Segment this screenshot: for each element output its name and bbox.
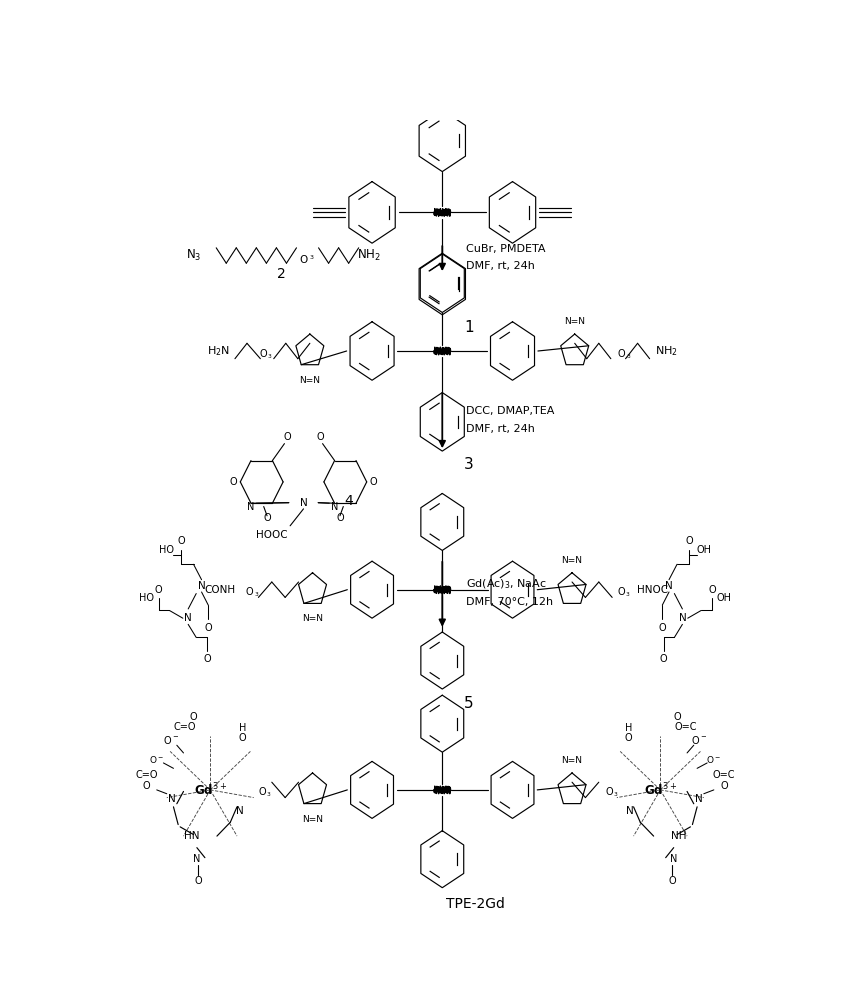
Text: O: O <box>660 654 667 664</box>
Text: O: O <box>606 787 614 797</box>
Text: $_{3}$: $_{3}$ <box>267 352 273 361</box>
Text: C=O: C=O <box>173 722 196 732</box>
Text: N=N: N=N <box>302 614 323 623</box>
Text: $_{3}$: $_{3}$ <box>267 790 272 799</box>
Text: 1: 1 <box>464 320 474 335</box>
Text: O: O <box>337 513 343 523</box>
Text: O$^-$: O$^-$ <box>706 754 721 765</box>
Text: O: O <box>720 781 728 791</box>
Text: H: H <box>625 723 632 733</box>
Text: $_{3}$: $_{3}$ <box>614 790 619 799</box>
Text: N=N: N=N <box>302 815 323 824</box>
Text: O: O <box>178 536 186 546</box>
Text: O$^-$: O$^-$ <box>149 754 164 765</box>
Text: HO: HO <box>139 593 154 603</box>
Text: O=C: O=C <box>713 770 735 780</box>
Text: N: N <box>193 854 200 864</box>
Text: O: O <box>669 876 677 886</box>
Text: CONH: CONH <box>204 585 236 595</box>
Text: DMF, rt, 24h: DMF, rt, 24h <box>466 424 534 434</box>
Text: 5: 5 <box>464 696 474 711</box>
Text: O: O <box>673 712 681 722</box>
Text: 3: 3 <box>464 457 474 472</box>
Text: O$^-$: O$^-$ <box>691 734 707 746</box>
Text: N: N <box>248 502 255 512</box>
Text: HO: HO <box>160 545 174 555</box>
Text: O: O <box>263 513 271 523</box>
Text: O: O <box>203 654 211 664</box>
Text: N=N: N=N <box>564 317 585 326</box>
Text: 4: 4 <box>344 494 353 508</box>
Text: N: N <box>198 581 205 591</box>
Text: O: O <box>617 587 625 597</box>
Text: O: O <box>259 787 267 797</box>
Text: HN: HN <box>184 831 199 841</box>
Text: HNOC: HNOC <box>637 585 668 595</box>
Text: O: O <box>259 349 267 359</box>
Text: O: O <box>618 349 626 359</box>
Text: N: N <box>185 613 192 623</box>
Text: NH: NH <box>671 831 687 841</box>
Text: O: O <box>155 585 162 595</box>
Text: $_{3}$: $_{3}$ <box>254 590 259 599</box>
Text: O: O <box>194 876 202 886</box>
Text: N=N: N=N <box>299 376 320 385</box>
Text: O: O <box>685 536 693 546</box>
Text: OH: OH <box>696 545 711 555</box>
Text: O: O <box>238 733 246 743</box>
Text: DMF, rt, 24h: DMF, rt, 24h <box>466 261 534 271</box>
Text: $_{3}$: $_{3}$ <box>625 590 630 599</box>
Text: N: N <box>670 854 677 864</box>
Text: N: N <box>696 794 703 804</box>
Text: O$^-$: O$^-$ <box>163 734 180 746</box>
Text: $\mathregular{NH_2}$: $\mathregular{NH_2}$ <box>356 248 381 263</box>
Text: $\mathregular{NH_2}$: $\mathregular{NH_2}$ <box>655 344 677 358</box>
Text: DMF, 70°C, 12h: DMF, 70°C, 12h <box>466 597 553 607</box>
Text: O: O <box>143 781 150 791</box>
Text: $\mathregular{N_3}$: $\mathregular{N_3}$ <box>186 248 201 263</box>
Text: HOOC: HOOC <box>255 530 287 540</box>
Text: O: O <box>658 623 666 633</box>
Text: N: N <box>299 498 307 508</box>
Text: N: N <box>678 613 686 623</box>
Text: Gd$^{3+}$: Gd$^{3+}$ <box>194 782 227 798</box>
Text: O: O <box>246 587 254 597</box>
Text: N: N <box>331 502 338 512</box>
Text: H: H <box>239 723 246 733</box>
Text: O: O <box>316 432 324 442</box>
Text: Gd(Ac)$_3$, NaAc: Gd(Ac)$_3$, NaAc <box>466 578 546 591</box>
Text: C=O: C=O <box>135 770 158 780</box>
Text: O: O <box>205 623 212 633</box>
Text: Gd$^{3+}$: Gd$^{3+}$ <box>644 782 677 798</box>
Text: N: N <box>627 806 634 816</box>
Text: $_{3}$: $_{3}$ <box>309 253 315 262</box>
Text: DCC, DMAP,TEA: DCC, DMAP,TEA <box>466 406 554 416</box>
Text: N: N <box>167 794 175 804</box>
Text: N=N: N=N <box>562 556 583 565</box>
Text: $\mathregular{H_2N}$: $\mathregular{H_2N}$ <box>207 344 230 358</box>
Text: O: O <box>369 477 377 487</box>
Text: O: O <box>190 712 198 722</box>
Text: CuBr, PMDETA: CuBr, PMDETA <box>466 244 545 254</box>
Text: N: N <box>236 806 244 816</box>
Text: N=N: N=N <box>562 756 583 765</box>
Text: O: O <box>230 477 237 487</box>
Text: O: O <box>283 432 291 442</box>
Text: 2: 2 <box>277 267 287 281</box>
Text: O: O <box>299 255 307 265</box>
Text: OH: OH <box>716 593 731 603</box>
Text: O=C: O=C <box>675 722 697 732</box>
Text: O: O <box>708 585 715 595</box>
Text: N: N <box>665 581 673 591</box>
Text: $_{3}$: $_{3}$ <box>626 352 631 361</box>
Text: O: O <box>625 733 632 743</box>
Text: TPE-2Gd: TPE-2Gd <box>446 897 505 911</box>
